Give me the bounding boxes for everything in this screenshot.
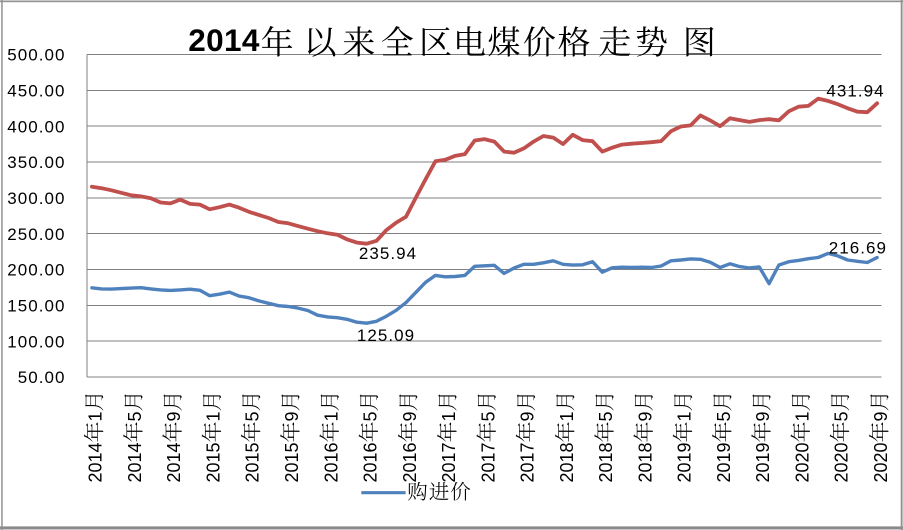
svg-text:2018: 2018	[635, 442, 655, 482]
svg-text:235.94: 235.94	[359, 244, 417, 263]
svg-text:2014: 2014	[164, 442, 184, 482]
svg-text:500.00: 500.00	[7, 46, 65, 65]
svg-text:216.69: 216.69	[829, 239, 887, 258]
svg-text:2016: 2016	[361, 442, 381, 482]
svg-text:2015: 2015	[282, 442, 302, 482]
svg-text:400.00: 400.00	[7, 117, 65, 136]
svg-text:2018: 2018	[596, 442, 616, 482]
svg-text:2014: 2014	[188, 22, 260, 58]
svg-text:9: 9	[400, 411, 420, 421]
svg-text:100.00: 100.00	[7, 332, 65, 351]
svg-text:5: 5	[361, 411, 381, 421]
svg-text:1: 1	[439, 411, 459, 421]
svg-text:2015: 2015	[243, 442, 263, 482]
svg-text:2014: 2014	[86, 442, 106, 482]
svg-text:2020: 2020	[792, 442, 812, 482]
svg-text:5: 5	[125, 411, 145, 421]
svg-text:1: 1	[321, 411, 341, 421]
svg-text:2019: 2019	[675, 442, 695, 482]
svg-text:2017: 2017	[439, 442, 459, 482]
svg-text:5: 5	[243, 411, 263, 421]
svg-text:431.94: 431.94	[826, 82, 884, 101]
svg-text:450.00: 450.00	[7, 82, 65, 101]
svg-text:150.00: 150.00	[7, 297, 65, 316]
svg-text:5: 5	[478, 411, 498, 421]
svg-text:1: 1	[792, 411, 812, 421]
svg-text:350.00: 350.00	[7, 153, 65, 172]
svg-text:1: 1	[557, 411, 577, 421]
svg-text:1: 1	[675, 411, 695, 421]
svg-text:2019: 2019	[714, 442, 734, 482]
svg-text:9: 9	[518, 411, 538, 421]
svg-text:2020: 2020	[871, 442, 891, 482]
svg-text:5: 5	[714, 411, 734, 421]
svg-text:250.00: 250.00	[7, 225, 65, 244]
svg-text:2018: 2018	[557, 442, 577, 482]
svg-text:2017: 2017	[478, 442, 498, 482]
svg-text:5: 5	[596, 411, 616, 421]
svg-text:9: 9	[164, 411, 184, 421]
svg-text:9: 9	[282, 411, 302, 421]
svg-text:5: 5	[832, 411, 852, 421]
svg-text:9: 9	[753, 411, 773, 421]
svg-text:200.00: 200.00	[7, 261, 65, 280]
svg-text:125.09: 125.09	[357, 326, 415, 345]
svg-text:1: 1	[204, 411, 224, 421]
svg-text:2014: 2014	[125, 442, 145, 482]
svg-text:9: 9	[635, 411, 655, 421]
svg-text:2020: 2020	[832, 442, 852, 482]
svg-text:9: 9	[871, 411, 891, 421]
svg-text:2016: 2016	[321, 442, 341, 482]
svg-text:2015: 2015	[204, 442, 224, 482]
svg-text:2019: 2019	[753, 442, 773, 482]
svg-text:2017: 2017	[518, 442, 538, 482]
svg-text:1: 1	[86, 411, 106, 421]
svg-text:2016: 2016	[400, 442, 420, 482]
svg-text:300.00: 300.00	[7, 189, 65, 208]
svg-text:50.00: 50.00	[18, 368, 66, 387]
